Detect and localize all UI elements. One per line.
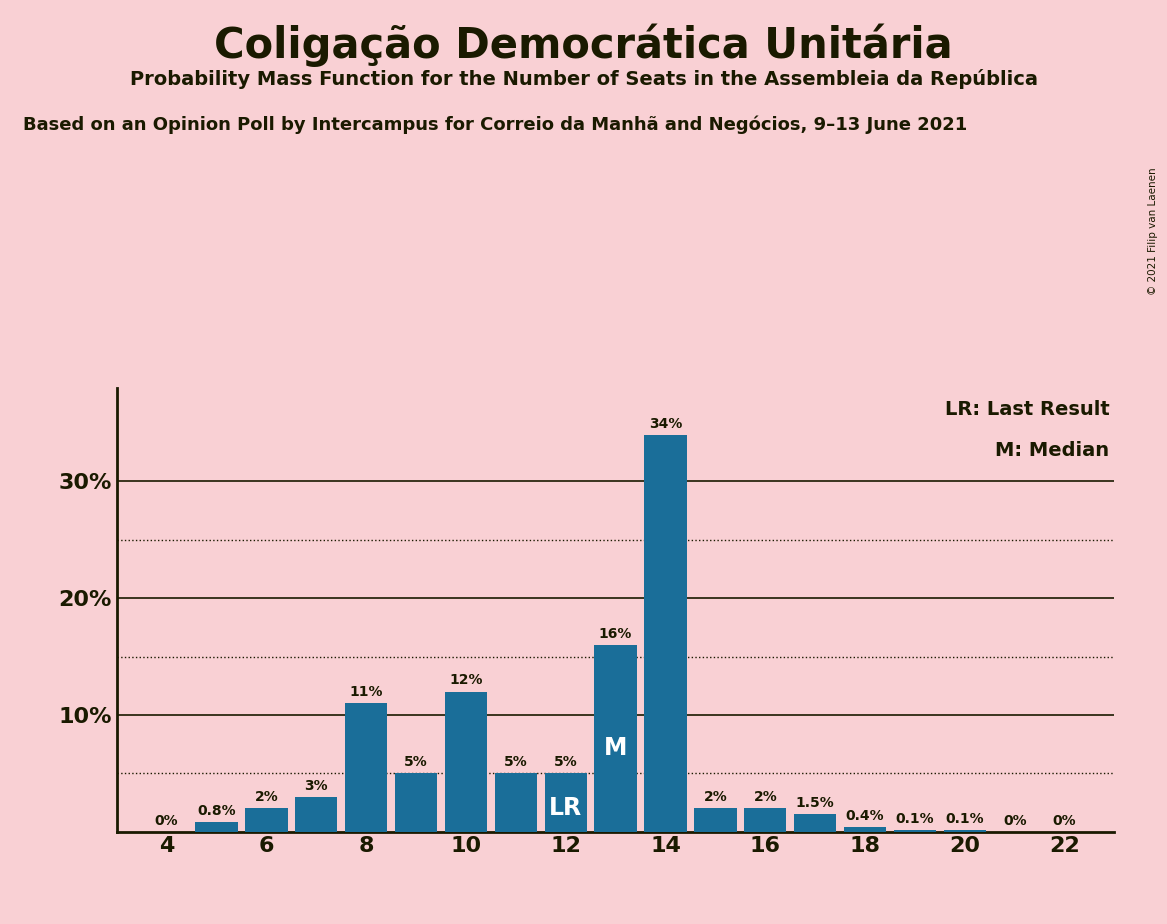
Bar — [445, 691, 487, 832]
Bar — [295, 796, 337, 832]
Text: 0%: 0% — [155, 813, 179, 828]
Text: Probability Mass Function for the Number of Seats in the Assembleia da República: Probability Mass Function for the Number… — [130, 69, 1037, 90]
Bar — [944, 831, 986, 832]
Text: M: M — [603, 736, 628, 760]
Text: 5%: 5% — [554, 755, 578, 769]
Bar — [794, 814, 837, 832]
Bar — [644, 435, 686, 832]
Text: Coligação Democrática Unitária: Coligação Democrática Unitária — [215, 23, 952, 67]
Text: 0.8%: 0.8% — [197, 804, 236, 818]
Text: 5%: 5% — [504, 755, 527, 769]
Text: 1.5%: 1.5% — [796, 796, 834, 810]
Text: 5%: 5% — [404, 755, 428, 769]
Text: M: Median: M: Median — [995, 441, 1110, 459]
Text: 2%: 2% — [254, 790, 278, 804]
Text: 16%: 16% — [599, 626, 633, 640]
Text: 0.4%: 0.4% — [846, 808, 885, 823]
Text: 34%: 34% — [649, 417, 683, 431]
Text: LR: Last Result: LR: Last Result — [945, 400, 1110, 419]
Text: 0%: 0% — [1002, 813, 1027, 828]
Text: 2%: 2% — [704, 790, 727, 804]
Text: 0.1%: 0.1% — [895, 812, 935, 826]
Text: 12%: 12% — [449, 674, 483, 687]
Bar — [545, 773, 587, 832]
Text: 3%: 3% — [305, 779, 328, 793]
Text: Based on an Opinion Poll by Intercampus for Correio da Manhã and Negócios, 9–13 : Based on an Opinion Poll by Intercampus … — [23, 116, 967, 134]
Bar — [745, 808, 787, 832]
Bar — [195, 822, 238, 832]
Bar — [345, 703, 387, 832]
Bar — [394, 773, 438, 832]
Text: © 2021 Filip van Laenen: © 2021 Filip van Laenen — [1148, 167, 1158, 295]
Bar — [694, 808, 736, 832]
Bar — [594, 645, 637, 832]
Bar — [894, 831, 936, 832]
Bar — [495, 773, 537, 832]
Bar — [844, 827, 886, 832]
Bar — [245, 808, 287, 832]
Text: 0%: 0% — [1053, 813, 1076, 828]
Text: 11%: 11% — [349, 685, 383, 699]
Text: 0.1%: 0.1% — [945, 812, 984, 826]
Text: LR: LR — [550, 796, 582, 821]
Text: 2%: 2% — [754, 790, 777, 804]
